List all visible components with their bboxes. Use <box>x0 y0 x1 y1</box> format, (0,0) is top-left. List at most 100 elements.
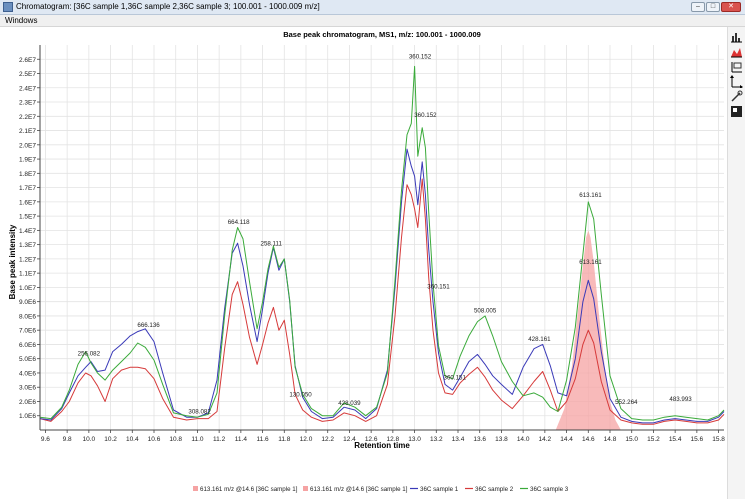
legend-swatch <box>303 486 308 491</box>
minimize-button[interactable]: – <box>691 2 705 12</box>
x-tick-label: 14.0 <box>517 436 530 443</box>
color-icon[interactable] <box>730 105 743 118</box>
x-tick-label: 14.6 <box>582 436 595 443</box>
y-tick-label: 2.2E7 <box>19 114 36 121</box>
y-tick-label: 8.0E6 <box>19 313 36 320</box>
legend-item-label: 36C sample 3 <box>530 486 569 493</box>
y-tick-label: 2.1E7 <box>19 128 36 135</box>
y-tick-label: 1.9E7 <box>19 157 36 164</box>
x-tick-label: 11.0 <box>191 436 204 443</box>
x-tick-label: 13.6 <box>473 436 486 443</box>
peak-label: 258.111 <box>261 240 283 247</box>
maximize-button[interactable]: □ <box>706 2 720 12</box>
x-tick-label: 14.4 <box>560 436 573 443</box>
legend: 613.161 m/z @14.6 [36C sample 1] 613.161 … <box>193 486 569 493</box>
close-button[interactable]: ✕ <box>721 2 741 12</box>
y-tick-label: 2.6E7 <box>19 57 36 64</box>
axis-range-icon[interactable] <box>730 60 743 73</box>
peak-label: 666.136 <box>137 322 160 329</box>
y-tick-label: 2.5E7 <box>19 71 36 78</box>
x-tick-label: 13.2 <box>430 436 443 443</box>
x-tick-label: 15.8 <box>712 436 725 443</box>
x-tick-label: 15.2 <box>647 436 660 443</box>
x-tick-label: 10.6 <box>148 436 161 443</box>
x-tick-label: 15.4 <box>669 436 682 443</box>
peak-label: 360.152 <box>414 112 437 119</box>
y-tick-label: 1.3E7 <box>19 242 36 249</box>
legend-item-label: 613.161 m/z @14.6 [36C sample 1] <box>200 486 298 493</box>
series-line-36c-sample-3 <box>39 65 725 421</box>
x-tick-label: 11.4 <box>235 436 248 443</box>
legend-item-label: 36C sample 2 <box>475 486 514 493</box>
x-tick-label: 12.2 <box>321 436 334 443</box>
y-tick-label: 2.0E6 <box>19 399 36 406</box>
annotation-icon[interactable] <box>730 90 743 103</box>
window-title: Chromatogram: [36C sample 1,36C sample 2… <box>16 2 320 11</box>
title-bar: Chromatogram: [36C sample 1,36C sample 2… <box>0 0 745 15</box>
x-tick-label: 11.8 <box>278 436 291 443</box>
x-tick-label: 12.4 <box>343 436 356 443</box>
series-line-36c-sample-2 <box>39 178 725 425</box>
grid <box>40 45 724 430</box>
plot-background <box>40 45 724 430</box>
y-tick-label: 6.0E6 <box>19 342 36 349</box>
axes-icon[interactable] <box>730 75 743 89</box>
y-tick-label: 1.2E7 <box>19 256 36 263</box>
x-tick-label: 13.4 <box>452 436 465 443</box>
peak-label: 613.161 <box>579 192 602 199</box>
peak-label: 256.082 <box>78 350 101 357</box>
x-tick-label: 15.6 <box>691 436 704 443</box>
y-tick-label: 1.7E7 <box>19 185 36 192</box>
peak-label: 664.118 <box>228 219 250 226</box>
menu-bar: Windows <box>0 15 745 27</box>
chart-toolbar <box>727 27 745 499</box>
peak-label: 428.161 <box>528 336 551 343</box>
app-icon <box>3 2 13 12</box>
annotations: 256.082 666.136 308.082 664.118 258.111 130.0… <box>78 54 693 416</box>
x-tick-label: 10.0 <box>83 436 96 443</box>
x-tick-label: 12.6 <box>365 436 378 443</box>
x-tick-label: 10.4 <box>126 436 139 443</box>
x-tick-label: 13.8 <box>495 436 508 443</box>
peak-label: 130.050 <box>289 392 312 399</box>
series-layer <box>39 65 725 425</box>
y-tick-label: 4.0E6 <box>19 370 36 377</box>
y-tick-label: 1.6E7 <box>19 199 36 206</box>
x-axis-label: Retention time <box>354 441 410 450</box>
peak-label: 483.993 <box>669 396 692 403</box>
y-tick-label: 2.3E7 <box>19 100 36 107</box>
x-tick-label: 9.8 <box>63 436 72 443</box>
peak-label: 552.264 <box>615 399 638 406</box>
chart-title: Base peak chromatogram, MS1, m/z: 100.00… <box>283 30 481 39</box>
y-tick-label: 9.0E6 <box>19 299 36 306</box>
x-tick-label: 14.2 <box>539 436 552 443</box>
y-tick-label: 1.4E7 <box>19 228 36 235</box>
peak-label: 508.005 <box>474 308 497 315</box>
y-tick-label: 5.0E6 <box>19 356 36 363</box>
y-axis-label: Base peak intensity <box>8 224 17 299</box>
peak-label: 308.082 <box>188 409 211 416</box>
y-tick-label: 2.4E7 <box>19 85 36 92</box>
area-chart-icon[interactable] <box>730 45 743 58</box>
menu-windows[interactable]: Windows <box>5 16 38 25</box>
peak-label: 613.161 <box>579 259 602 266</box>
x-tick-label: 12.0 <box>300 436 313 443</box>
y-tick-label: 2.0E7 <box>19 142 36 149</box>
x-tick-label: 11.6 <box>256 436 269 443</box>
x-tick-label: 12.8 <box>387 436 400 443</box>
x-tick-label: 15.0 <box>625 436 638 443</box>
legend-swatch <box>193 486 198 491</box>
y-tick-label: 1.0E6 <box>19 413 36 420</box>
y-tick-label: 1.5E7 <box>19 214 36 221</box>
y-tick-label: 1.0E7 <box>19 285 36 292</box>
y-tick-label: 1.8E7 <box>19 171 36 178</box>
chart-area: Base peak chromatogram, MS1, m/z: 100.00… <box>0 27 727 499</box>
y-tick-label: 7.0E6 <box>19 328 36 335</box>
bar-chart-icon[interactable] <box>730 30 743 43</box>
x-tick-label: 11.2 <box>213 436 226 443</box>
peak-label: 360.151 <box>427 283 450 290</box>
peak-label: 360.152 <box>409 54 432 61</box>
legend-item-label: 36C sample 1 <box>420 486 459 493</box>
chromatogram-chart[interactable]: Base peak chromatogram, MS1, m/z: 100.00… <box>0 27 727 499</box>
peak-label: 428.039 <box>338 400 361 407</box>
